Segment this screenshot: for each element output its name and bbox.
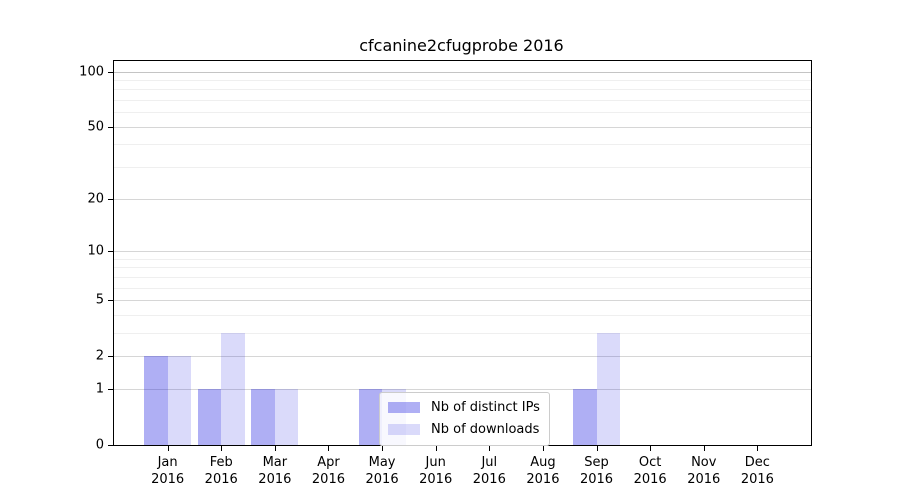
y-tick bbox=[108, 198, 114, 200]
bar-distinct-ips-feb bbox=[197, 388, 222, 445]
x-tick bbox=[221, 445, 223, 451]
gridline-minor bbox=[114, 112, 811, 114]
x-tick bbox=[274, 445, 276, 451]
x-tick bbox=[328, 445, 330, 451]
gridline-minor bbox=[114, 144, 811, 146]
x-tick-label: Jan 2016 bbox=[151, 455, 185, 487]
y-tick-label: 100 bbox=[79, 64, 104, 79]
plot-area: Nb of distinct IPs Nb of downloads 0 1 2 5 1… bbox=[79, 60, 812, 487]
gridline-minor bbox=[114, 314, 811, 316]
y-tick bbox=[108, 299, 114, 301]
bar-distinct-ips-may bbox=[358, 388, 383, 445]
x-tick-label: Dec 2016 bbox=[740, 455, 774, 487]
x-tick-label: Jun 2016 bbox=[419, 455, 453, 487]
x-tick bbox=[542, 445, 544, 451]
x-tick-label: Apr 2016 bbox=[311, 455, 345, 487]
gridline-major bbox=[114, 126, 811, 128]
legend-label-distinct-ips: Nb of distinct IPs bbox=[431, 400, 540, 415]
bar-distinct-ips-sep bbox=[573, 388, 597, 445]
x-tick bbox=[596, 445, 598, 451]
bar-distinct-ips-mar bbox=[251, 388, 275, 445]
bar-distinct-ips-jan bbox=[144, 356, 168, 445]
x-tick bbox=[650, 445, 652, 451]
x-tick-label: Aug 2016 bbox=[526, 455, 560, 487]
gridline-major bbox=[114, 71, 811, 73]
gridline-major bbox=[114, 198, 811, 200]
gridline-major bbox=[114, 250, 811, 252]
x-tick-label: Oct 2016 bbox=[633, 455, 667, 487]
x-tick bbox=[703, 445, 705, 451]
y-tick bbox=[108, 126, 114, 128]
y-tick-label: 50 bbox=[87, 119, 104, 135]
x-tick-label: Nov 2016 bbox=[687, 455, 721, 487]
bar-downloads-jan bbox=[167, 356, 192, 445]
gridline-major bbox=[114, 356, 811, 358]
x-tick-label: Sep 2016 bbox=[579, 455, 614, 487]
x-tick-label: Mar 2016 bbox=[258, 455, 292, 487]
legend-swatch-downloads bbox=[388, 424, 420, 435]
gridline-minor bbox=[114, 267, 811, 269]
gridline-minor bbox=[114, 258, 811, 260]
y-tick-label: 10 bbox=[87, 243, 104, 259]
gridline-minor bbox=[114, 89, 811, 91]
legend: Nb of distinct IPs Nb of downloads bbox=[379, 392, 550, 446]
x-tick-label: Feb 2016 bbox=[204, 455, 238, 487]
x-tick bbox=[167, 445, 169, 451]
gridline-minor bbox=[114, 332, 811, 334]
gridline-minor bbox=[114, 276, 811, 278]
gridline-minor bbox=[114, 287, 811, 289]
x-tick-label: May 2016 bbox=[365, 455, 399, 487]
y-tick-label: 20 bbox=[87, 191, 104, 207]
bar-downloads-feb bbox=[221, 332, 245, 445]
y-tick-label: 2 bbox=[95, 348, 104, 364]
y-tick bbox=[108, 388, 114, 390]
chart-title: cfcanine2cfugprobe 2016 bbox=[359, 36, 564, 55]
y-tick bbox=[108, 445, 114, 446]
x-tick bbox=[435, 445, 437, 451]
x-tick-label: Jul 2016 bbox=[472, 455, 506, 487]
x-tick bbox=[489, 445, 491, 451]
y-tick-label: 0 bbox=[95, 437, 104, 453]
gridline-minor bbox=[114, 167, 811, 169]
y-tick bbox=[108, 250, 114, 252]
y-tick bbox=[108, 71, 114, 73]
gridline-minor bbox=[114, 100, 811, 102]
bar-downloads-sep bbox=[596, 332, 621, 445]
x-tick bbox=[757, 445, 759, 451]
y-tick-label: 1 bbox=[95, 381, 104, 397]
bar-downloads-mar bbox=[274, 388, 299, 445]
x-tick bbox=[382, 445, 384, 451]
legend-swatch-distinct-ips bbox=[388, 402, 420, 413]
y-tick bbox=[108, 356, 114, 358]
gridline-minor bbox=[114, 79, 811, 81]
y-tick-label: 5 bbox=[95, 292, 104, 308]
legend-item-downloads: Nb of downloads bbox=[388, 421, 540, 438]
legend-item-distinct-ips: Nb of distinct IPs bbox=[388, 399, 540, 416]
legend-label-downloads: Nb of downloads bbox=[431, 422, 540, 437]
gridline-major bbox=[114, 299, 811, 301]
